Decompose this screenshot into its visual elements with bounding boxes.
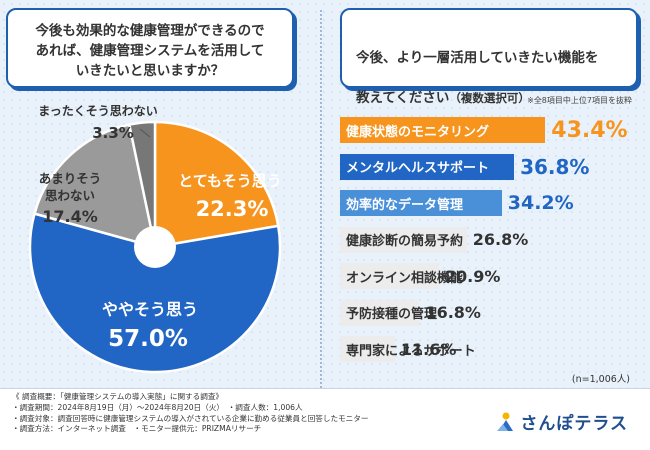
survey-period: ・調査期間：2024年8月19日（月）～2024年8月20日（火） ・調査人数：… [12, 402, 303, 412]
survey-method: ・調査方法：インターネット調査 ・モニター提供元：PRIZMAリサーチ [12, 424, 262, 434]
survey-summary-title: 《 調査概要：「健康管理システムの導入実態」に関する調査》 [12, 392, 224, 401]
top-note: ※全8項目中上位7項目を抜粋 [527, 96, 632, 105]
pie-slice-not-much [32, 123, 157, 249]
bar-value-label: 11.6% [400, 339, 457, 359]
bar: 健康診断の簡易予約 [340, 226, 467, 253]
bar: 専門家によるサポート [340, 336, 476, 362]
right-question-line2: 教えてください [356, 90, 450, 106]
bar: オンライン相談機能 [340, 263, 463, 289]
section-divider [320, 10, 322, 392]
pie-center-hole [134, 226, 176, 268]
right-question-line1: 今後、より一層活用していきたい機能を [356, 50, 599, 66]
sample-size-label: (n=1,006人) [571, 374, 630, 385]
logo-text: さんぽテラス [520, 414, 628, 434]
logo-icon [497, 412, 514, 431]
bar-value-label: 26.8% [472, 230, 529, 249]
bar-category-label: 効率的なデータ管理 [346, 197, 464, 213]
bar-row: 健康診断の簡易予約 26.8% [340, 226, 529, 253]
bar-category-label: オンライン相談機能 [346, 270, 464, 286]
pie-slice-somewhat [28, 212, 282, 374]
bar-category-label: 健康診断の簡易予約 [346, 234, 464, 249]
pie-slice-not-at-all [127, 120, 157, 248]
pie-slice-label-not-much-2: 思わない [45, 188, 95, 203]
pie-slice-value-very: 22.3% [196, 197, 269, 221]
bar-value-label: 34.2% [507, 192, 574, 214]
pie-slice-label-somewhat: ややそう思う [102, 300, 198, 319]
pie-slice-very [153, 120, 280, 249]
bar-category-label: 予防接種の管理 [346, 307, 438, 322]
pie-leader-line [139, 128, 151, 138]
survey-summary: 《 調査概要：「健康管理システムの導入実態」に関する調査》 ・調査期間：2024… [12, 392, 368, 435]
bar-row: 健康状態のモニタリング 43.4% [340, 117, 628, 143]
bar-category-label: 健康状態のモニタリング [346, 124, 490, 140]
bar-category-label: 専門家によるサポート [346, 343, 476, 359]
pie-slice-label-not-much-1: あまりそう [39, 171, 102, 186]
bar-row: メンタルヘルスサポート 36.8% [340, 153, 590, 180]
bar-row: 専門家によるサポート 11.6% [340, 336, 476, 362]
bar: メンタルヘルスサポート [340, 153, 515, 180]
bar-value-label: 20.9% [444, 266, 501, 286]
pie-chart: とてもそう思う 22.3% ややそう思う 57.0% あまりそう 思わない 17… [28, 104, 282, 374]
bar-value-label: 16.8% [425, 303, 481, 322]
footer: 《 調査概要：「健康管理システムの導入実態」に関する調査》 ・調査期間：2024… [0, 388, 650, 450]
bar-value-label: 36.8% [520, 154, 590, 179]
pie-slice-label-very: とてもそう思う [178, 172, 282, 190]
bar-row: オンライン相談機能 20.9% [340, 263, 500, 289]
pie-slice-value-not-much: 17.4% [42, 207, 98, 226]
survey-target: ・調査対象：調査回答時に健康管理システムの導入がされている企業に勤める従業員と回… [12, 413, 369, 423]
bar-value-label: 43.4% [551, 117, 628, 143]
bar: 予防接種の管理 [340, 299, 437, 326]
left-question-box: 今後も効果的な健康管理ができるので あれば、健康管理システムを活用して いきたい… [6, 8, 294, 88]
bar: 効率的なデータ管理 [340, 190, 502, 216]
bar-category-label: メンタルヘルスサポート [346, 161, 490, 176]
bar-row: 効率的なデータ管理 34.2% [340, 190, 574, 216]
right-question-box: 今後、より一層活用していきたい機能を 教えてください（複数選択可） [340, 8, 638, 106]
pie-slice-value-somewhat: 57.0% [108, 326, 188, 352]
brand-logo: さんぽテラス [496, 409, 628, 434]
pie-slice-label-not-at-all: まったくそう思わない [38, 104, 158, 118]
right-question-subnote: （複数選択可） [449, 91, 530, 105]
pie-slice-value-not-at-all: 3.3% [92, 124, 134, 142]
bar-row: 予防接種の管理 16.8% [340, 299, 481, 326]
bar: 健康状態のモニタリング [340, 117, 546, 143]
